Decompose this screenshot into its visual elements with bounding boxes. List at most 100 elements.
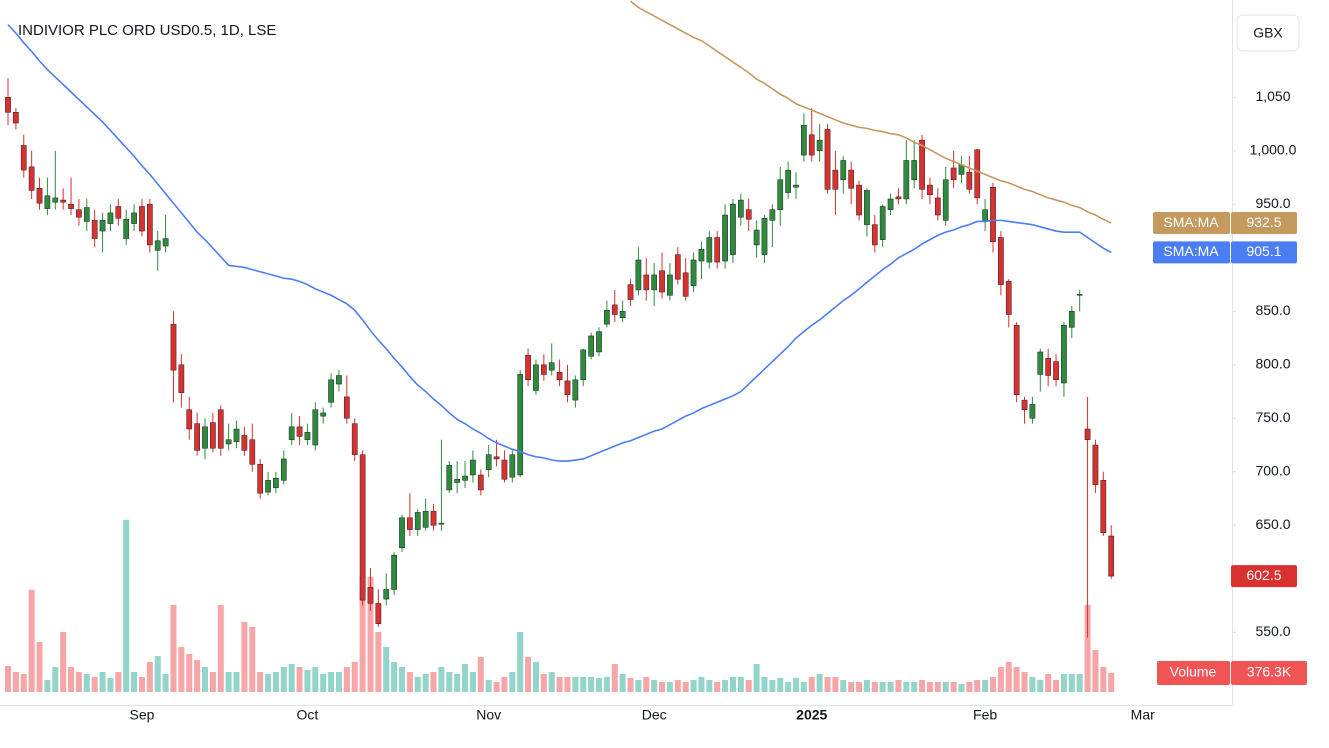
candle-body xyxy=(52,197,59,203)
candle-body xyxy=(911,160,918,180)
candle-body xyxy=(1092,444,1099,485)
sma-name-tag xyxy=(1153,241,1230,264)
candle-body xyxy=(391,554,397,590)
candle-body xyxy=(698,249,705,262)
candle-body xyxy=(162,238,169,247)
x-tick-label: Feb xyxy=(973,707,997,723)
candle-body xyxy=(533,364,539,391)
candle-body xyxy=(903,160,910,200)
volume-bar xyxy=(1005,661,1012,692)
volume-value-tag xyxy=(1231,660,1307,685)
volume-bar xyxy=(556,676,563,692)
candle-body xyxy=(288,426,295,440)
candle-body xyxy=(588,335,594,357)
volume-bar xyxy=(800,681,807,692)
candle-body xyxy=(824,129,831,190)
candle-body xyxy=(643,274,650,291)
candle-body xyxy=(146,204,153,246)
candle-body xyxy=(139,206,145,232)
candle-body xyxy=(249,439,256,465)
volume-bar xyxy=(745,679,752,692)
volume-bar xyxy=(178,646,185,692)
volume-bar xyxy=(934,681,941,692)
candle-body xyxy=(1076,293,1083,296)
x-tick-label: Mar xyxy=(1131,707,1155,723)
volume-bar xyxy=(91,676,98,692)
volume-bar xyxy=(982,679,989,692)
candle-body xyxy=(714,237,721,263)
volume-bar xyxy=(162,673,169,692)
volume-bar xyxy=(44,679,51,692)
candle-body xyxy=(501,459,508,480)
currency-button[interactable] xyxy=(1236,14,1300,52)
volume-bar xyxy=(138,676,145,692)
volume-bar xyxy=(154,655,161,692)
candle-body xyxy=(1068,311,1075,328)
volume-bar xyxy=(816,673,823,692)
candle-body xyxy=(690,259,697,286)
volume-bar xyxy=(1076,673,1083,692)
volume-bar xyxy=(217,604,224,692)
chart-title: INDIVIOR PLC ORD USD0.5, 1D, LSE xyxy=(18,22,276,39)
candle-body xyxy=(808,134,815,156)
volume-bar xyxy=(548,671,555,692)
candle-body xyxy=(682,272,689,297)
volume-bar xyxy=(698,676,705,692)
candle-body xyxy=(730,204,736,255)
sma-line xyxy=(7,24,1112,462)
candle-body xyxy=(966,171,973,190)
candle-body xyxy=(540,364,547,375)
candle-body xyxy=(68,204,74,209)
sma-name: SMA:MA xyxy=(1163,214,1219,230)
volume-bar xyxy=(359,576,366,692)
candle-layer xyxy=(5,78,1115,638)
volume-name: Volume xyxy=(1170,664,1217,680)
tag-layer: SMA:MA 932.5 SMA:MA 905.1 602.5 Volume 376.3K xyxy=(1153,212,1307,685)
candle-body xyxy=(604,309,610,325)
candle-body xyxy=(611,304,618,315)
candle-body xyxy=(13,112,19,124)
volume-bar xyxy=(367,576,374,692)
volume-bar xyxy=(714,681,721,692)
volume-bar xyxy=(848,681,855,692)
volume-bar xyxy=(1053,679,1060,692)
volume-bar xyxy=(272,671,279,692)
candle-body xyxy=(1029,404,1036,419)
candle-body xyxy=(879,206,886,240)
candle-body xyxy=(769,209,776,221)
volume-bar xyxy=(493,681,500,692)
volume-bar xyxy=(1108,672,1115,692)
volume-bar xyxy=(265,673,272,692)
volume-bar xyxy=(777,677,784,692)
candle-body xyxy=(871,224,878,246)
candle-body xyxy=(91,220,98,239)
candle-body xyxy=(525,354,531,381)
volume-bar xyxy=(1060,673,1067,692)
currency-label[interactable]: GBX xyxy=(1253,25,1283,41)
candle-body xyxy=(154,240,161,251)
volume-bar xyxy=(68,666,75,692)
candle-body xyxy=(950,167,957,180)
candle-body xyxy=(1037,351,1044,375)
volume-bar xyxy=(485,679,492,692)
volume-bar xyxy=(414,676,421,692)
volume-bar xyxy=(257,671,264,692)
volume-bar xyxy=(919,679,926,692)
volume-bar xyxy=(808,676,815,692)
candle-body xyxy=(76,209,82,218)
sma-name-tag xyxy=(1153,212,1230,235)
candle-body xyxy=(627,284,634,300)
candle-body xyxy=(257,464,264,494)
candle-body xyxy=(131,212,137,224)
volume-bar xyxy=(950,681,957,692)
volume-bar xyxy=(966,681,973,692)
volume-bar xyxy=(674,679,681,692)
candle-body xyxy=(210,422,216,449)
candle-body xyxy=(375,603,382,624)
volume-layer xyxy=(5,519,1115,692)
candle-body xyxy=(737,199,744,218)
candle-body xyxy=(895,196,902,200)
candle-body xyxy=(194,423,200,451)
volume-bar xyxy=(619,673,626,692)
